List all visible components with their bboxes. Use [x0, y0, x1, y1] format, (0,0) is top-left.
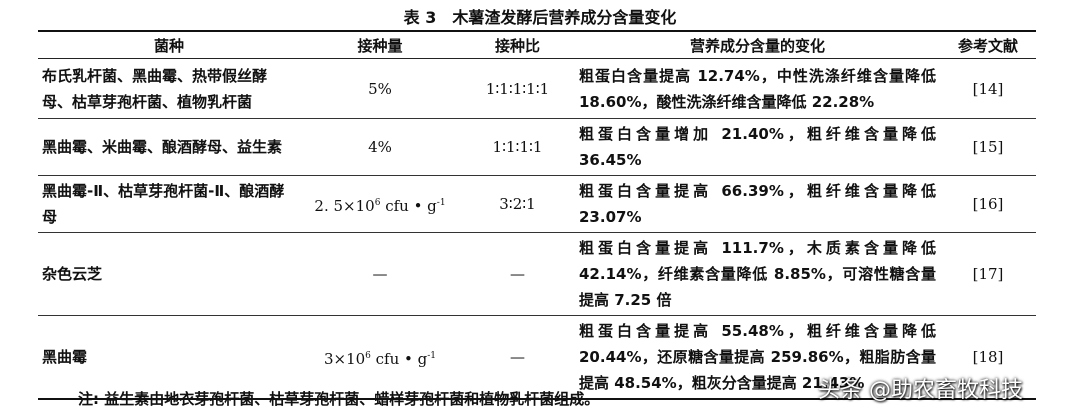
- cell: [17]: [972, 265, 1004, 283]
- watermark: 头条 @助农畜牧科技: [818, 378, 1023, 403]
- cell: —: [510, 348, 525, 366]
- note: 注: 益生素由地衣芽孢杆菌、枯草芽孢杆菌、蜡样芽孢杆菌和植物乳杆菌组成。: [78, 390, 600, 408]
- cell-text: 2. 5×10: [314, 196, 375, 215]
- cell: 3∶2∶1: [499, 195, 536, 213]
- cell-text: cfu • g: [370, 349, 428, 368]
- table-row: 布氏乳杆菌、黑曲霉、热带假丝酵母、枯草芽孢杆菌、植物乳杆菌 5% 1∶1∶1∶1∶1…: [38, 59, 1036, 119]
- table-row: 黑曲霉 3×106 cfu • g-1 — 粗蛋白含量提高 55.48%，粗纤维含量降…: [38, 316, 1036, 400]
- cell: 粗蛋白含量提高 66.39%，粗纤维含量降低 23.07%: [579, 182, 936, 226]
- cell: 粗蛋白含量提高 12.74%，中性洗涤纤维含量降低 18.60%，酸性洗涤纤维含…: [579, 66, 936, 111]
- cell: 粗蛋白含量提高 55.48%，粗纤维含量降低 20.44%，还原糖含量提高 25…: [579, 322, 936, 392]
- cell: [16]: [972, 195, 1004, 213]
- superscript: -1: [436, 197, 446, 208]
- table: 菌种 接种量 接种比 营养成分含量的变化 参考文献 布氏乳杆菌、黑曲霉、热带假丝酵母、枯…: [38, 30, 1036, 400]
- cell: 布氏乳杆菌、黑曲霉、热带假丝酵母、枯草芽孢杆菌、植物乳杆菌: [42, 66, 268, 111]
- cell: 粗蛋白含量提高 111.7%，木质素含量降低 42.14%，纤维素含量降低 8.…: [579, 239, 936, 309]
- cell: 3×106 cfu • g-1: [300, 316, 460, 400]
- table-row: 黑曲霉-Ⅱ、枯草芽孢杆菌-Ⅱ、酿酒酵母 2. 5×106 cfu • g-1 3∶2…: [38, 176, 1036, 233]
- table-row: 杂色云芝 — — 粗蛋白含量提高 111.7%，木质素含量降低 42.14%，纤维素含…: [38, 233, 1036, 316]
- header-cell: 参考文献: [940, 31, 1036, 59]
- cell: 2. 5×106 cfu • g-1: [300, 176, 460, 233]
- cell: 1∶1∶1∶1∶1: [485, 79, 550, 98]
- table-title: 表 3 木薯渣发酵后营养成分含量变化: [403, 8, 677, 27]
- cell: 4%: [368, 138, 392, 156]
- superscript: 6: [374, 197, 381, 208]
- header-cell: 菌种: [38, 31, 300, 59]
- cell: 5%: [368, 79, 392, 98]
- superscript: 6: [365, 350, 371, 361]
- header-cell: 接种量: [300, 31, 460, 59]
- cell-text: 3×10: [323, 349, 366, 368]
- table-body: 布氏乳杆菌、黑曲霉、热带假丝酵母、枯草芽孢杆菌、植物乳杆菌 5% 1∶1∶1∶1∶1…: [38, 59, 1036, 400]
- header-cell: 营养成分含量的变化: [575, 31, 940, 59]
- header-row: 菌种 接种量 接种比 营养成分含量的变化 参考文献: [38, 31, 1036, 59]
- header-cell: 接种比: [460, 31, 575, 59]
- table-row: 黑曲霉、米曲霉、酿酒酵母、益生素 4% 1∶1∶1∶1 粗蛋白含量增加 21.40%，…: [38, 119, 1036, 176]
- superscript: -1: [427, 350, 437, 361]
- cell: —: [372, 265, 388, 283]
- cell: 黑曲霉-Ⅱ、枯草芽孢杆菌-Ⅱ、酿酒酵母: [42, 182, 285, 226]
- cell: —: [510, 265, 525, 283]
- cell: 黑曲霉、米曲霉、酿酒酵母、益生素: [42, 138, 283, 156]
- cell: 粗蛋白含量增加 21.40%，粗纤维含量降低 36.45%: [579, 125, 936, 169]
- cell: 黑曲霉: [42, 348, 88, 366]
- cell: [15]: [972, 138, 1004, 156]
- cell: [18]: [972, 348, 1004, 366]
- cell: 杂色云芝: [42, 265, 103, 283]
- cell: [14]: [972, 79, 1004, 98]
- cell-text: cfu • g: [380, 196, 437, 215]
- cell: 1∶1∶1∶1: [492, 138, 543, 156]
